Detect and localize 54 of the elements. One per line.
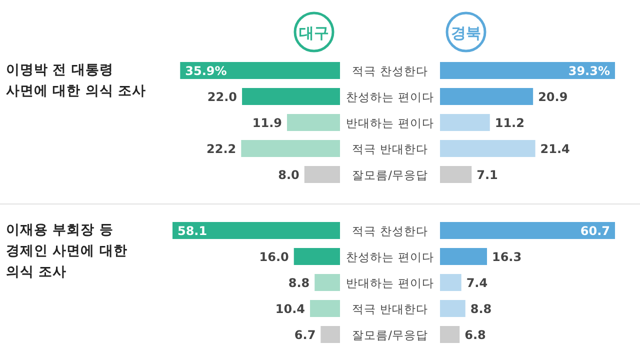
bar [440, 88, 534, 105]
y-tick-label: 찬성하는 편이다 [346, 250, 434, 264]
bar [287, 114, 340, 131]
bar [440, 274, 462, 291]
data-label: 11.9 [252, 116, 282, 130]
data-label: 58.1 [177, 224, 208, 238]
bar [241, 140, 340, 157]
data-label: 16.3 [492, 250, 522, 264]
data-label: 6.8 [464, 328, 486, 342]
y-tick-label: 적극 반대한다 [352, 302, 428, 316]
data-label: 8.8 [288, 276, 310, 290]
data-label: 21.4 [540, 142, 570, 156]
y-tick-label: 잘모름/무응답 [352, 328, 428, 342]
bar [294, 248, 340, 265]
data-label: 7.1 [476, 168, 498, 182]
series-label: 경북 [451, 24, 481, 42]
data-label: 39.3% [568, 64, 610, 78]
bar [440, 300, 466, 317]
bar [320, 326, 340, 343]
y-tick-label: 적극 반대한다 [352, 142, 428, 156]
text: 이명박 전 대통령 사면에 대한 의식 조사 [6, 61, 148, 101]
y-tick-label: 찬성하는 편이다 [346, 90, 434, 104]
data-label: 16.0 [259, 250, 289, 264]
data-label: 8.0 [278, 168, 300, 182]
bar [440, 140, 536, 157]
bar [314, 274, 340, 291]
bar [242, 88, 340, 105]
bar [440, 62, 615, 79]
y-tick-label: 적극 찬성한다 [352, 224, 428, 238]
y-tick-label: 잘모름/무응답 [352, 168, 428, 182]
y-tick-label: 적극 찬성한다 [352, 64, 428, 78]
bar [440, 114, 490, 131]
series-label: 대구 [299, 24, 329, 42]
data-label: 6.7 [294, 328, 316, 342]
bar [310, 300, 340, 317]
bar [172, 222, 340, 239]
bar [440, 166, 472, 183]
data-label: 7.4 [466, 276, 488, 290]
bar [440, 222, 615, 239]
data-label: 20.9 [538, 90, 568, 104]
bar [180, 62, 340, 79]
data-label: 10.4 [275, 302, 306, 316]
data-label: 11.2 [494, 116, 524, 130]
data-label: 22.0 [207, 90, 238, 104]
bar [440, 248, 487, 265]
data-label: 35.9% [185, 64, 227, 78]
data-label: 22.2 [206, 142, 236, 156]
data-label: 60.7 [580, 224, 610, 238]
text: 이재용 부회장 등 경제인 사면에 대한 의식 조사 [6, 221, 128, 282]
y-tick-label: 반대하는 편이다 [346, 276, 434, 290]
bar [304, 166, 340, 183]
y-tick-label: 반대하는 편이다 [346, 116, 434, 130]
data-label: 8.8 [470, 302, 492, 316]
bar [440, 326, 460, 343]
